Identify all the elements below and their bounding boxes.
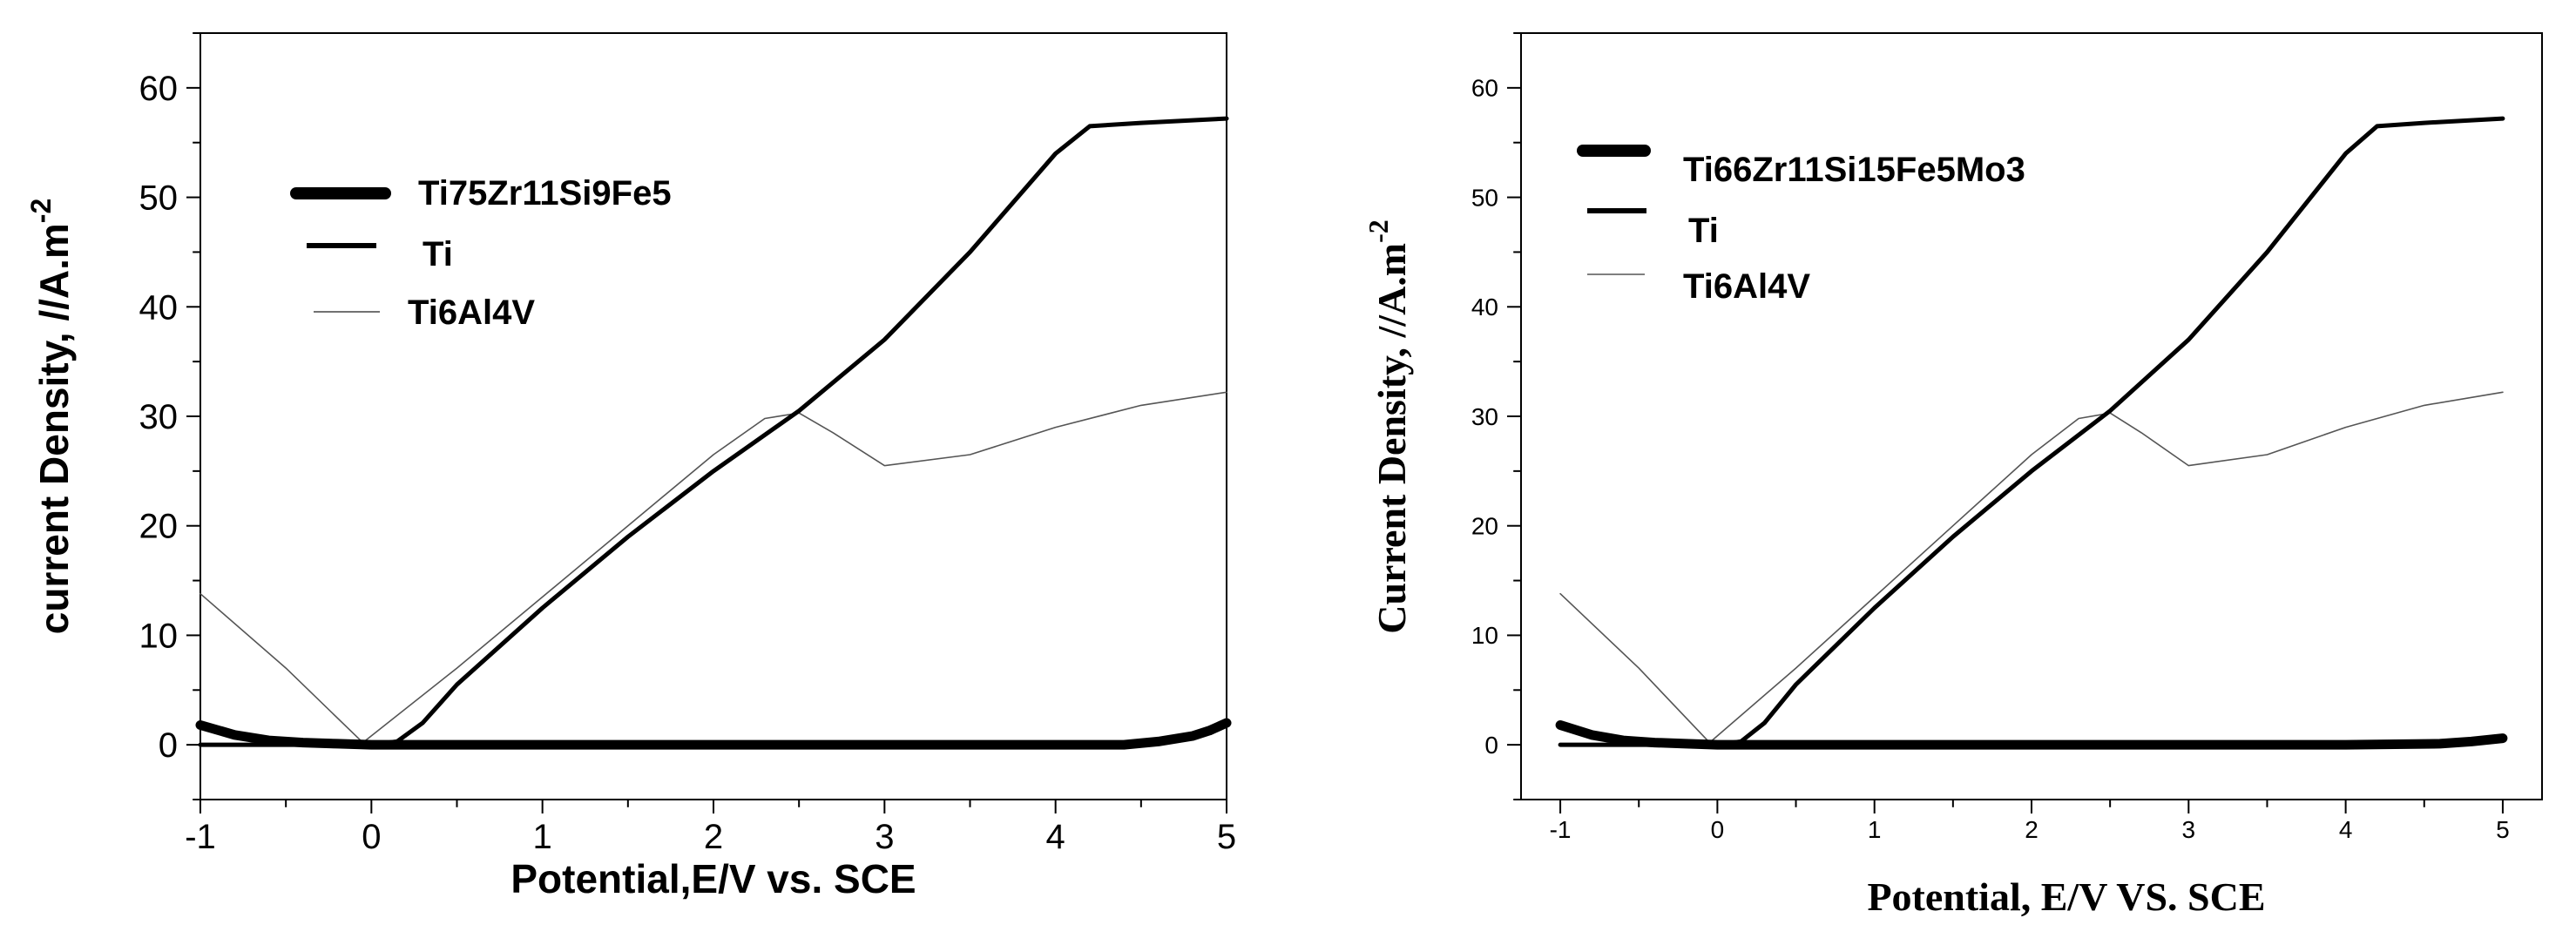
y-tick-label: 10 — [139, 617, 179, 655]
legend-label-series-3: Ti6Al4V — [1683, 267, 1810, 306]
x-tick-label: 1 — [1868, 816, 1882, 843]
x-axis-label: Potential,E/V vs. SCE — [510, 856, 916, 901]
legend-label-series-1: Ti66Zr11Si15Fe5Mo3 — [1683, 151, 2025, 189]
y-tick-label: 40 — [139, 288, 179, 327]
x-tick-label: 0 — [362, 818, 381, 856]
legend-label-series-1: Ti75Zr11Si9Fe5 — [418, 174, 672, 213]
plot-frame — [1520, 32, 2543, 800]
x-tick-label: -1 — [1550, 816, 1572, 843]
legend: Ti66Zr11Si15Fe5Mo3 Ti Ti6Al4V — [1577, 145, 2025, 306]
y-tick-label: 60 — [1471, 75, 1498, 102]
x-tick-label: 4 — [2339, 816, 2353, 843]
plot-frame — [199, 32, 1227, 800]
x-axis-label: Potential, E/V VS. SCE — [1867, 874, 2265, 919]
y-tick-label: 0 — [159, 726, 178, 765]
x-tick-label: 4 — [1046, 818, 1065, 856]
y-tick-label: 10 — [1471, 622, 1498, 649]
y-tick-label: 20 — [1471, 513, 1498, 540]
y-tick-label: 40 — [1471, 294, 1498, 321]
x-tick-label: 3 — [2182, 816, 2196, 843]
x-tick-label: 5 — [2496, 816, 2510, 843]
x-tick-label: 2 — [704, 818, 723, 856]
x-tick-label: 5 — [1217, 818, 1236, 856]
series-line-1 — [1555, 720, 2508, 750]
series-line-3 — [199, 391, 1227, 744]
y-tick-label: 50 — [139, 179, 179, 218]
x-tick-label: 2 — [2025, 816, 2038, 843]
series-line-3 — [1559, 391, 2504, 744]
y-tick-label: 50 — [1471, 184, 1498, 211]
series-line-2 — [1558, 116, 2505, 747]
y-axis-label: current Density, //A.m-2 — [25, 199, 77, 635]
y-tick-label: 20 — [139, 508, 179, 546]
x-tick-label: 3 — [875, 818, 894, 856]
y-tick-label: 30 — [139, 398, 179, 436]
series-line-1 — [195, 718, 1232, 750]
legend-label-series-3: Ti6Al4V — [408, 294, 535, 332]
series-line-2 — [198, 116, 1229, 747]
x-tick-label: 1 — [533, 818, 552, 856]
legend: Ti75Zr11Si9Fe5 Ti Ti6Al4V — [290, 174, 672, 332]
right-chart-panel: -1 0 1 2 3 4 5 0 10 20 30 40 50 60 Potential, E/V VS.… — [1289, 0, 2576, 941]
y-tick-label: 0 — [1484, 732, 1498, 759]
y-tick-label: 30 — [1471, 403, 1498, 430]
y-axis-label: Current Density, //A.m-2 — [1362, 219, 1414, 634]
x-tick-label: 0 — [1711, 816, 1725, 843]
x-tick-label: -1 — [185, 818, 216, 856]
left-chart-panel: -1 0 1 2 3 4 5 0 10 20 30 40 50 60 Potential,E/V vs. … — [0, 0, 1289, 941]
y-tick-label: 60 — [139, 70, 179, 108]
legend-label-series-2: Ti — [1688, 212, 1719, 250]
legend-label-series-2: Ti — [423, 235, 453, 273]
